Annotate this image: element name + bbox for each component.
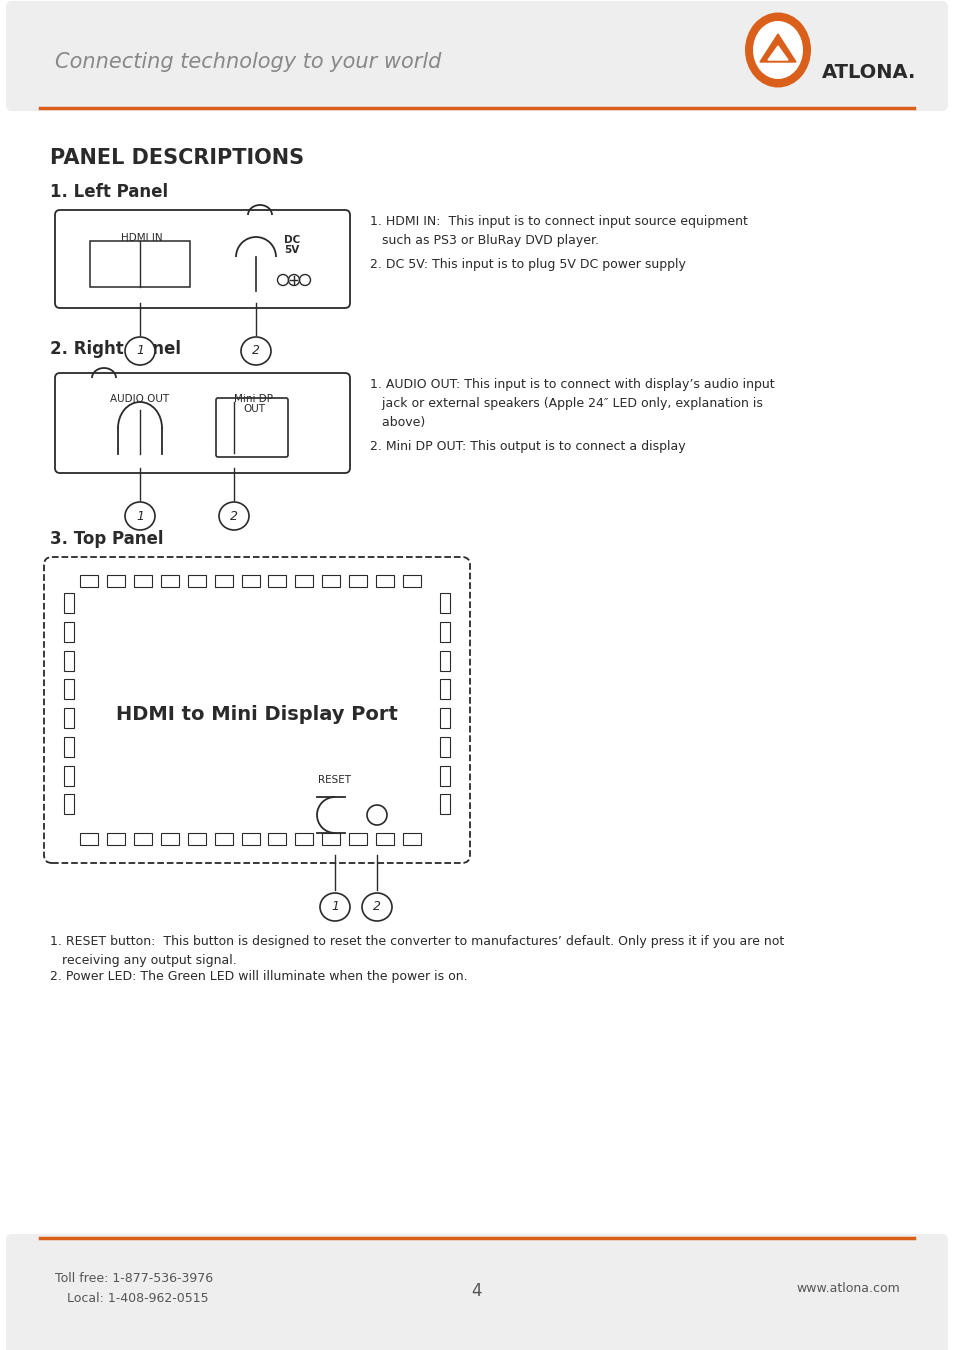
Bar [439, 622, 450, 641]
Text: 1. RESET button:  This button is designed to reset the converter to manufactures: 1. RESET button: This button is designed… [50, 936, 783, 967]
FancyBboxPatch shape [44, 558, 470, 863]
Text: 2. Mini DP OUT: This output is to connect a display: 2. Mini DP OUT: This output is to connec… [370, 440, 685, 454]
Bar [107, 575, 125, 587]
Ellipse shape [744, 12, 810, 88]
Bar [322, 833, 340, 845]
Text: 2: 2 [230, 509, 237, 522]
Bar [439, 737, 450, 757]
Text: OUT: OUT [243, 404, 265, 414]
Bar [439, 593, 450, 613]
Bar [64, 707, 74, 728]
Bar [439, 794, 450, 814]
Polygon shape [767, 46, 787, 59]
Bar [349, 575, 367, 587]
Bar [64, 765, 74, 786]
Bar [439, 651, 450, 671]
Text: 1. Left Panel: 1. Left Panel [50, 184, 168, 201]
Bar [241, 575, 259, 587]
Bar [133, 575, 152, 587]
Bar [161, 833, 178, 845]
FancyBboxPatch shape [6, 1, 947, 111]
Bar [64, 737, 74, 757]
Bar [133, 833, 152, 845]
Text: 1: 1 [331, 900, 338, 914]
Bar [64, 651, 74, 671]
Bar [188, 575, 206, 587]
Text: Mini DP: Mini DP [234, 394, 274, 404]
Bar [295, 833, 313, 845]
Ellipse shape [319, 892, 350, 921]
Ellipse shape [219, 502, 249, 531]
Bar [80, 833, 98, 845]
FancyBboxPatch shape [55, 211, 350, 308]
Bar [268, 833, 286, 845]
Ellipse shape [125, 502, 154, 531]
Bar [161, 575, 178, 587]
Bar [403, 575, 420, 587]
Bar [90, 242, 190, 288]
FancyBboxPatch shape [55, 373, 350, 472]
Text: 2: 2 [373, 900, 380, 914]
FancyBboxPatch shape [6, 1234, 947, 1350]
Bar [214, 833, 233, 845]
Text: 2. Power LED: The Green LED will illuminate when the power is on.: 2. Power LED: The Green LED will illumin… [50, 971, 467, 983]
Bar [375, 575, 394, 587]
Text: 1. AUDIO OUT: This input is to connect with display’s audio input
   jack or ext: 1. AUDIO OUT: This input is to connect w… [370, 378, 774, 429]
Text: DC: DC [284, 235, 300, 244]
Text: HDMI to Mini Display Port: HDMI to Mini Display Port [116, 706, 397, 725]
Bar [439, 679, 450, 699]
Bar [268, 575, 286, 587]
Bar [349, 833, 367, 845]
Text: PANEL DESCRIPTIONS: PANEL DESCRIPTIONS [50, 148, 304, 167]
Text: 2. DC 5V: This input is to plug 5V DC power supply: 2. DC 5V: This input is to plug 5V DC po… [370, 258, 685, 271]
Text: HDMI IN: HDMI IN [121, 234, 163, 243]
Text: 1. HDMI IN:  This input is to connect input source equipment
   such as PS3 or B: 1. HDMI IN: This input is to connect inp… [370, 215, 747, 247]
Polygon shape [760, 34, 795, 62]
Text: 2. Right Panel: 2. Right Panel [50, 340, 181, 358]
FancyBboxPatch shape [215, 398, 288, 458]
Ellipse shape [241, 338, 271, 364]
Bar [64, 679, 74, 699]
Bar [403, 833, 420, 845]
Text: Toll free: 1-877-536-3976: Toll free: 1-877-536-3976 [55, 1272, 213, 1285]
Bar [295, 575, 313, 587]
Ellipse shape [125, 338, 154, 364]
Text: 4: 4 [471, 1282, 482, 1300]
Text: ATLONA.: ATLONA. [821, 62, 916, 81]
Text: www.atlona.com: www.atlona.com [796, 1282, 899, 1295]
Ellipse shape [361, 892, 392, 921]
Text: AUDIO OUT: AUDIO OUT [111, 394, 170, 404]
Text: Local: 1-408-962-0515: Local: 1-408-962-0515 [55, 1292, 209, 1305]
Bar [241, 833, 259, 845]
Text: 1: 1 [136, 344, 144, 358]
Bar [64, 794, 74, 814]
Text: 1: 1 [136, 509, 144, 522]
Text: 3. Top Panel: 3. Top Panel [50, 531, 163, 548]
Bar [64, 593, 74, 613]
Text: RESET: RESET [318, 775, 351, 784]
Bar [188, 833, 206, 845]
Bar [107, 833, 125, 845]
Bar [439, 707, 450, 728]
Text: Connecting technology to your world: Connecting technology to your world [55, 53, 441, 72]
Bar [322, 575, 340, 587]
Bar [439, 765, 450, 786]
Text: 5V: 5V [284, 244, 299, 255]
Text: 2: 2 [252, 344, 260, 358]
Bar [375, 833, 394, 845]
Bar [64, 622, 74, 641]
Bar [214, 575, 233, 587]
Ellipse shape [752, 22, 802, 80]
Bar [80, 575, 98, 587]
